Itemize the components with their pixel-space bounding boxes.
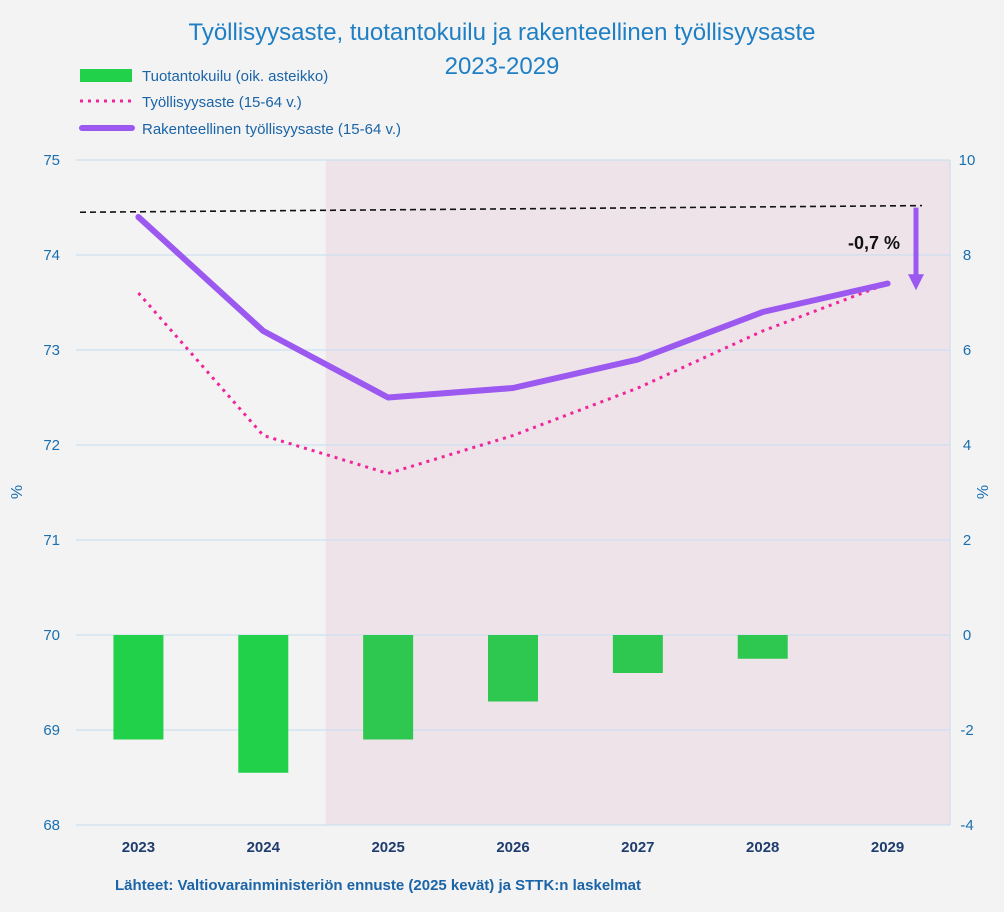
right-tick-label: 6 xyxy=(963,342,971,359)
right-tick-label: 2 xyxy=(963,532,971,549)
chart-title-line2: 2023-2029 xyxy=(445,53,560,80)
reference-line xyxy=(79,204,923,214)
arrow-icon xyxy=(908,207,924,291)
bar xyxy=(363,635,414,740)
left-tick-label: 69 xyxy=(43,722,60,739)
right-tick-label: -2 xyxy=(960,722,973,739)
right-tick-label: 4 xyxy=(963,437,971,454)
x-tick-label: 2024 xyxy=(247,839,281,856)
right-tick-label: 10 xyxy=(959,152,976,169)
right-tick-label: 0 xyxy=(963,627,971,644)
structural-employment-rate-line xyxy=(135,214,891,401)
left-axis-label: % xyxy=(9,485,26,499)
left-tick-label: 68 xyxy=(43,817,60,834)
left-tick-label: 74 xyxy=(43,247,60,264)
bar xyxy=(113,635,164,740)
x-tick-label: 2026 xyxy=(496,839,529,856)
gap-annotation: -0,7 % xyxy=(848,233,900,253)
legend-label-employment-rate: Työllisyysaste (15-64 v.) xyxy=(142,94,302,111)
x-tick-label: 2029 xyxy=(871,839,904,856)
left-tick-label: 75 xyxy=(43,152,60,169)
bar-series xyxy=(113,635,788,773)
left-axis-ticks: 68 69 70 71 72 73 74 75 xyxy=(43,152,60,834)
bar xyxy=(737,635,788,659)
forecast-shade xyxy=(325,160,950,825)
arrow-head xyxy=(908,274,924,291)
bar xyxy=(488,635,538,702)
legend: Tuotantokuilu (oik. asteikko) Työllisyys… xyxy=(79,68,401,138)
left-tick-label: 73 xyxy=(43,342,60,359)
legend-swatch-output-gap xyxy=(80,69,132,82)
right-axis-label: % xyxy=(975,485,992,499)
employment-rate-line xyxy=(137,282,889,476)
bar xyxy=(612,635,663,673)
x-tick-label: 2028 xyxy=(746,839,779,856)
source-note: Lähteet: Valtiovarainministeriön ennuste… xyxy=(115,877,641,894)
legend-label-output-gap: Tuotantokuilu (oik. asteikko) xyxy=(142,68,328,85)
right-axis-ticks: -4 -2 0 2 4 6 8 10 xyxy=(959,152,976,834)
x-tick-label: 2027 xyxy=(621,839,654,856)
x-axis-ticks: 2023 2024 2025 2026 2027 2028 2029 xyxy=(122,839,905,856)
right-tick-label: -4 xyxy=(960,817,973,834)
x-tick-label: 2023 xyxy=(122,839,155,856)
x-tick-label: 2025 xyxy=(371,839,404,856)
right-tick-label: 8 xyxy=(963,247,971,264)
chart-title-line1: Työllisyysaste, tuotantokuilu ja rakente… xyxy=(189,19,816,46)
left-tick-label: 71 xyxy=(43,532,60,549)
legend-label-structural-rate: Rakenteellinen työllisyysaste (15-64 v.) xyxy=(142,121,401,138)
left-tick-label: 72 xyxy=(43,437,60,454)
bar xyxy=(238,635,289,773)
left-tick-label: 70 xyxy=(43,627,60,644)
